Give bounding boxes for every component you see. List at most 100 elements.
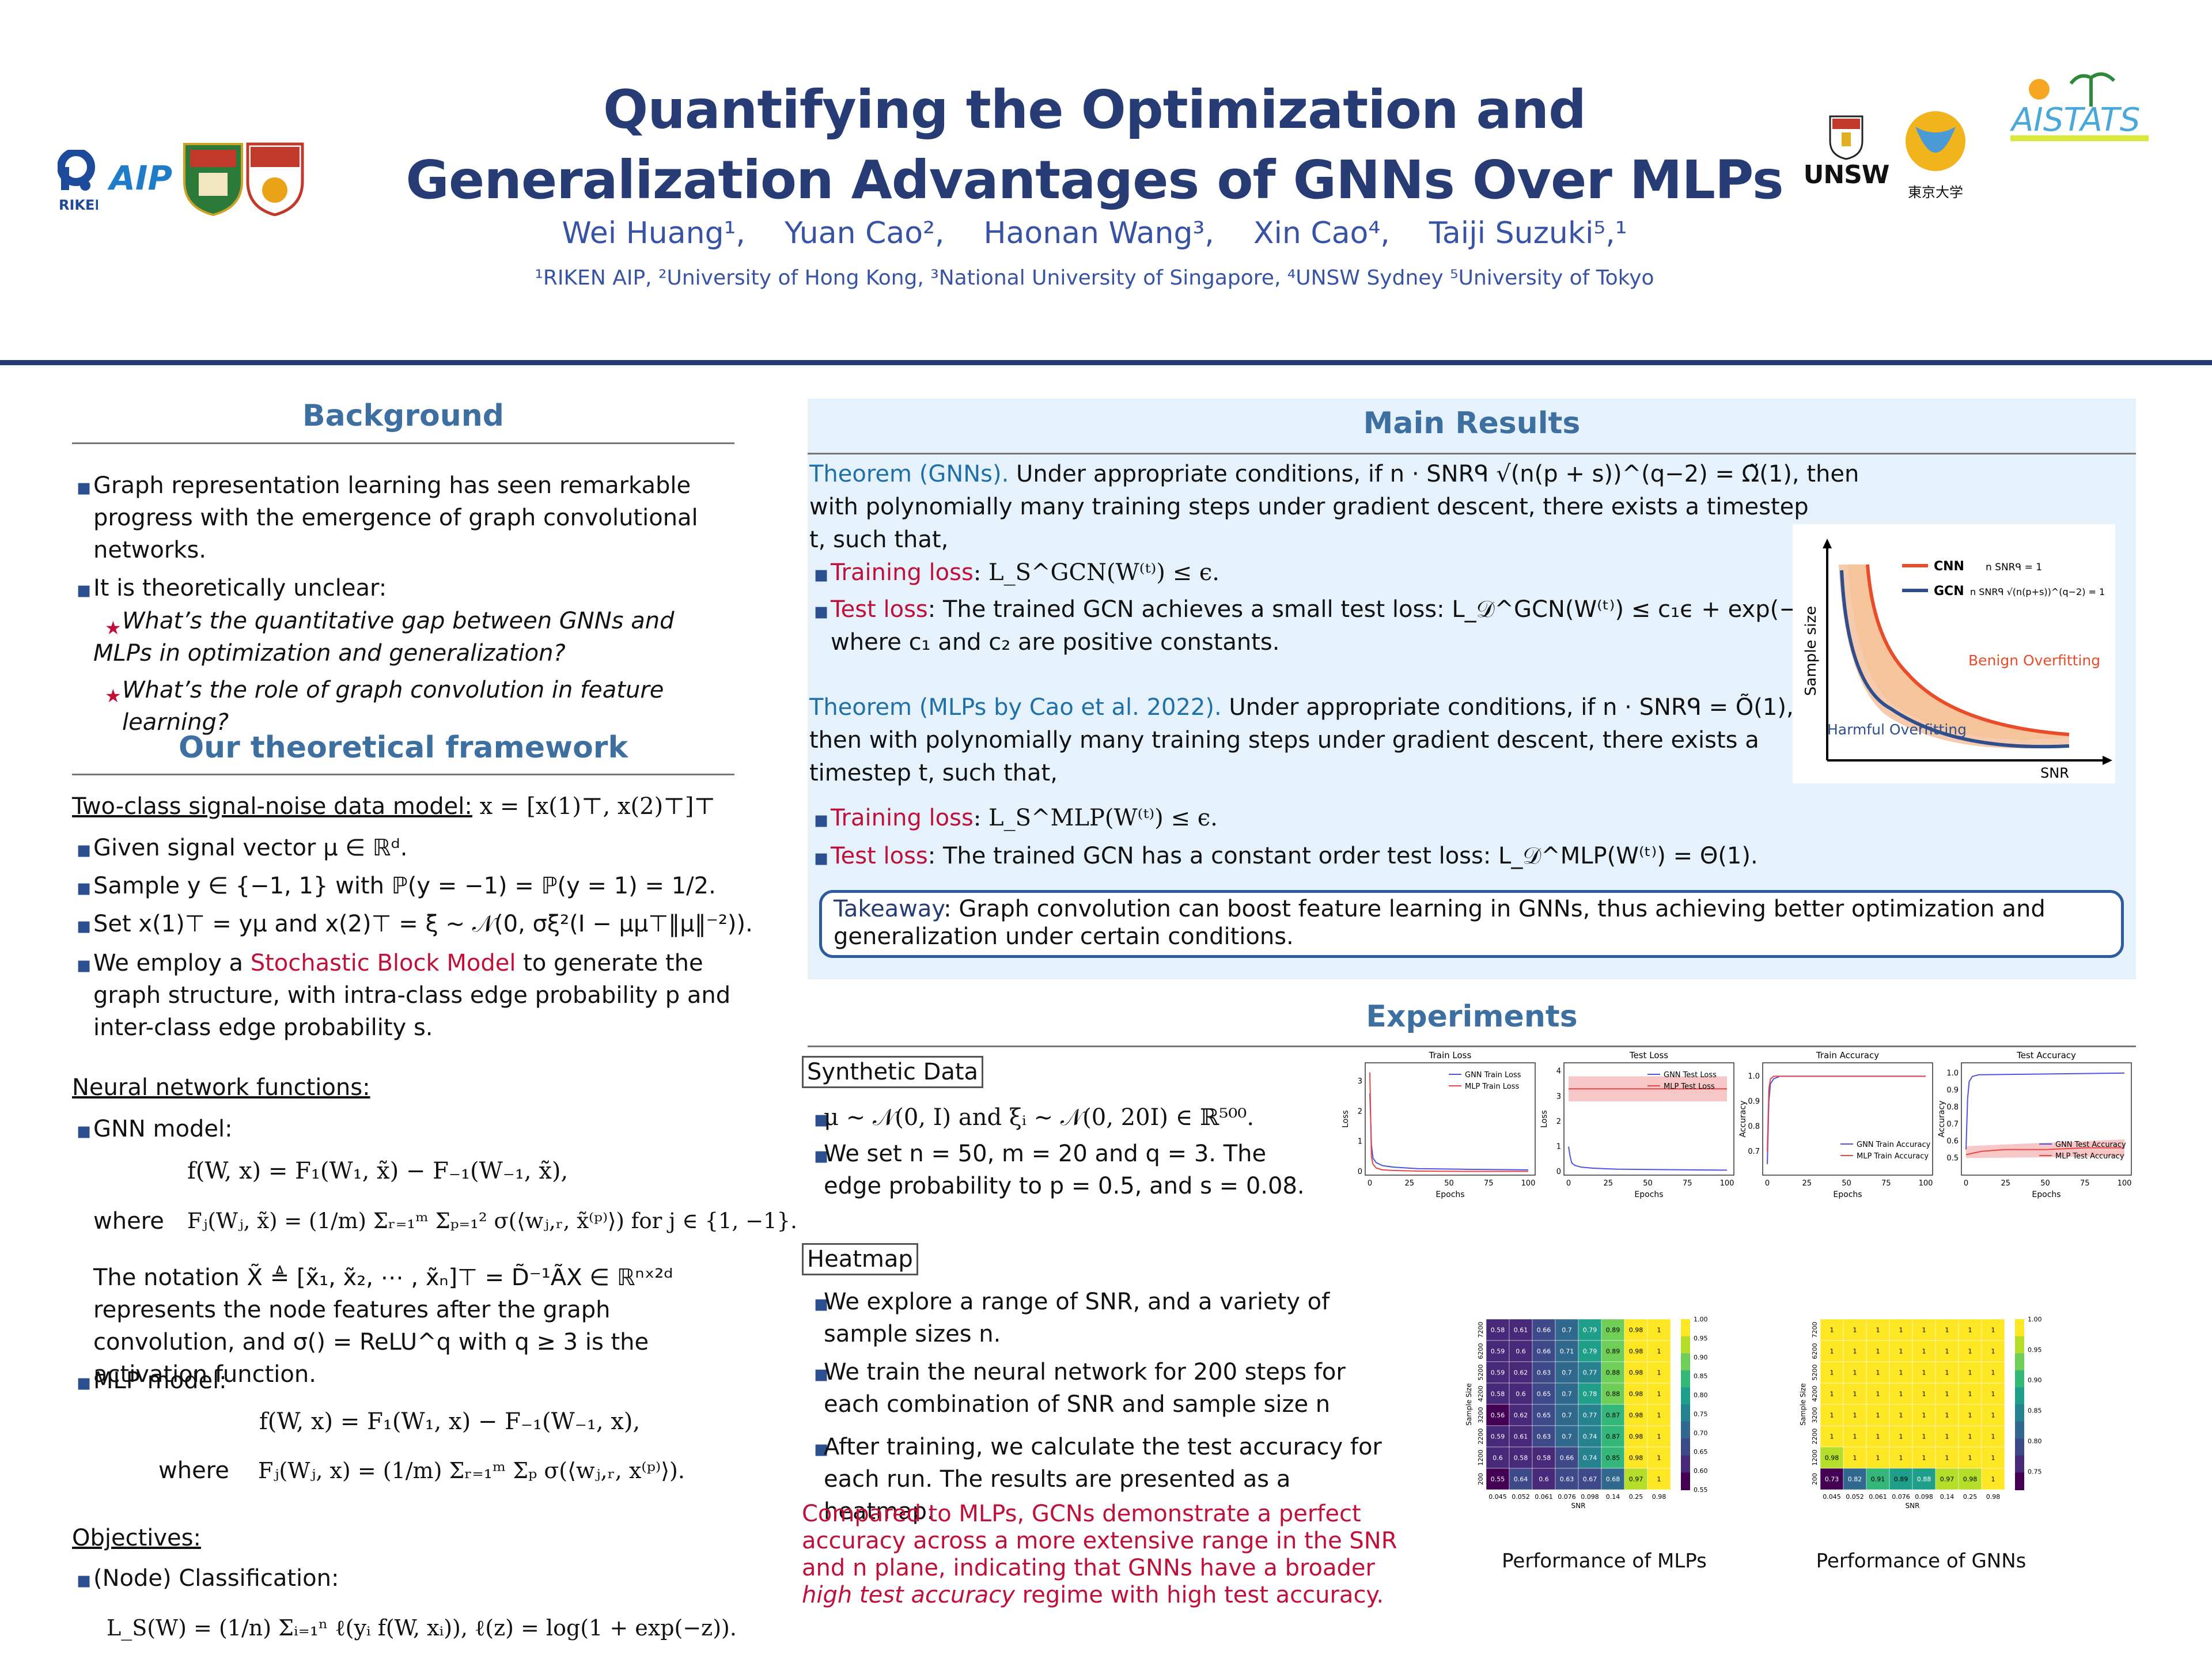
x-tick-label: 50 xyxy=(1643,1179,1653,1188)
cell-value: 1 xyxy=(1968,1391,1972,1398)
cell-value: 0.98 xyxy=(1963,1476,1978,1483)
cell-value: 0.63 xyxy=(1537,1433,1551,1441)
theorem-gnn-test-2: where c₁ and c₂ are positive constants. xyxy=(831,629,1280,656)
cell-value: 1 xyxy=(1991,1455,1995,1462)
cell-value: 1 xyxy=(1945,1455,1949,1462)
logo-nus-crest xyxy=(245,141,305,217)
cell-value: 1 xyxy=(1991,1327,1995,1334)
legend-cnn-eq: n SNRᑫ = 1 xyxy=(1986,562,2042,573)
header-divider xyxy=(0,360,2212,365)
author: Taiji Suzuki⁵,¹ xyxy=(1429,216,1627,251)
cell-value: 1 xyxy=(1922,1391,1926,1398)
title-line-1: Quantifying the Optimization and xyxy=(603,79,1586,141)
x-axis-arrow xyxy=(2103,756,2112,765)
y-axis-label: Sample Size xyxy=(1465,1383,1473,1425)
heatmap-cell xyxy=(1843,1468,1867,1490)
heatmap-cell xyxy=(1578,1382,1602,1405)
cell-value: 1 xyxy=(1876,1348,1880,1355)
x-tick-label: 0 xyxy=(1566,1179,1571,1188)
cell-value: 1 xyxy=(1922,1412,1926,1419)
x-axis-label: Epochs xyxy=(1435,1190,1464,1199)
heatmap-cell xyxy=(1889,1382,1913,1405)
heatmap-cell xyxy=(1958,1404,1982,1426)
line-chart: Test Loss Epochs Loss 0 25 50 75 100 0 1 2 3 4 GNN Te… xyxy=(1540,1050,1734,1199)
cell-value: 0.59 xyxy=(1491,1348,1505,1355)
colorbar-tick: 0.70 xyxy=(1694,1429,1708,1437)
cell-value: 1 xyxy=(1853,1369,1857,1377)
series-line-1 xyxy=(1369,1072,1528,1172)
bullet: ▪ xyxy=(76,577,92,603)
colorbar-tick: 0.75 xyxy=(2028,1468,2042,1475)
y-tick-label: 4200 xyxy=(1477,1386,1484,1402)
x-tick-label: 25 xyxy=(2001,1179,2010,1188)
y-tick-label: 1200 xyxy=(1477,1450,1484,1466)
x-tick-label: 50 xyxy=(1444,1179,1454,1188)
colorbar-segment xyxy=(1681,1455,1690,1465)
colorbar-segment xyxy=(1681,1421,1690,1431)
x-tick-label: 25 xyxy=(1802,1179,1812,1188)
heatmap-cell xyxy=(1578,1468,1602,1490)
affiliations: ¹RIKEN AIP, ²University of Hong Kong, ³N… xyxy=(535,266,1654,290)
heatmap-cell xyxy=(1532,1361,1556,1384)
cell-value: 1 xyxy=(1830,1327,1834,1334)
bullet: ▪ xyxy=(813,1106,830,1132)
series-line-0 xyxy=(1369,1093,1529,1171)
heatmap-cell xyxy=(1889,1468,1913,1490)
bullet: ▪ xyxy=(813,1290,830,1317)
colorbar-segment xyxy=(2015,1421,2024,1431)
heatmap-cell xyxy=(1509,1404,1533,1426)
poster-title: Quantifying the Optimization and General… xyxy=(403,75,1786,215)
theorem-mlp-line-2: then with polynomially many training ste… xyxy=(809,727,1759,753)
colorbar-tick: 0.90 xyxy=(2028,1377,2042,1384)
cell-value: 0.73 xyxy=(1825,1476,1839,1483)
colorbar-segment xyxy=(1681,1362,1690,1371)
cell-value: 1 xyxy=(1657,1476,1661,1483)
heatmap-cell xyxy=(1866,1468,1890,1490)
cell-value: 0.62 xyxy=(1514,1369,1528,1377)
bullet: ▪ xyxy=(76,1567,92,1593)
heatmap-cell xyxy=(1601,1404,1625,1426)
colorbar-segment xyxy=(1681,1404,1690,1414)
cell-value: 1 xyxy=(1922,1327,1926,1334)
text: regime with high test accuracy. xyxy=(1014,1582,1384,1608)
chart-title: Train Loss xyxy=(1429,1050,1472,1060)
bullet: ▪ xyxy=(813,598,830,624)
colorbar-segment xyxy=(1681,1472,1690,1482)
theorem-gnn-line-3: t, such that, xyxy=(809,527,949,553)
unsw-wordmark: UNSW xyxy=(1803,160,1890,190)
text: high test accuracy xyxy=(802,1582,1015,1608)
cell-value: 1 xyxy=(1657,1369,1661,1377)
cell-value: 1 xyxy=(1922,1455,1926,1462)
heatmap-cell xyxy=(1981,1425,2005,1448)
logo-tokyo: 東京大学 xyxy=(1901,109,1970,207)
heatmap-cell xyxy=(1509,1468,1533,1490)
mlp-equation-2: Fⱼ(Wⱼ, x) = (1/m) Σᵣ₌₁ᵐ Σₚ σ(⟨wⱼ,ᵣ, x⁽ᵖ⁾… xyxy=(258,1458,685,1483)
cell-value: 0.79 xyxy=(1583,1327,1597,1334)
cell-value: 0.77 xyxy=(1583,1412,1597,1419)
cell-value: 1 xyxy=(1876,1327,1880,1334)
y-tick-label: 5200 xyxy=(1811,1365,1819,1381)
legend-label: GNN Test Accuracy xyxy=(2055,1141,2126,1149)
colorbar-segment xyxy=(1681,1464,1690,1474)
data-model-line: Two-class signal-noise data model: x = [… xyxy=(72,790,734,823)
figure-ylabel: Sample size xyxy=(1802,606,1820,696)
cell-value: 0.67 xyxy=(1583,1476,1597,1483)
heatmap-cell xyxy=(1912,1446,1936,1469)
heatmap-cell xyxy=(1820,1404,1844,1426)
x-tick-label: 0.98 xyxy=(1652,1493,1666,1501)
y-axis-label: Loss xyxy=(1342,1110,1350,1128)
heatmap-cell xyxy=(1843,1340,1867,1362)
section-rule xyxy=(808,453,2136,454)
gnn-where: where xyxy=(93,1208,164,1234)
gnn-label: GNN model: xyxy=(93,1116,233,1142)
x-tick-label: 0 xyxy=(1368,1179,1372,1188)
y-tick-label: 4 xyxy=(1556,1067,1561,1076)
cell-value: 0.89 xyxy=(1606,1348,1620,1355)
colorbar-tick: 0.55 xyxy=(1694,1486,1708,1494)
cell-value: 0.59 xyxy=(1491,1369,1505,1377)
y-tick-label: 5200 xyxy=(1477,1365,1484,1381)
cell-value: 1 xyxy=(1899,1348,1903,1355)
heatmap-cell xyxy=(1601,1468,1625,1490)
heatmap-cell xyxy=(1889,1361,1913,1384)
author-list: Wei Huang¹, Yuan Cao², Haonan Wang³, Xin Ca… xyxy=(403,216,1786,251)
